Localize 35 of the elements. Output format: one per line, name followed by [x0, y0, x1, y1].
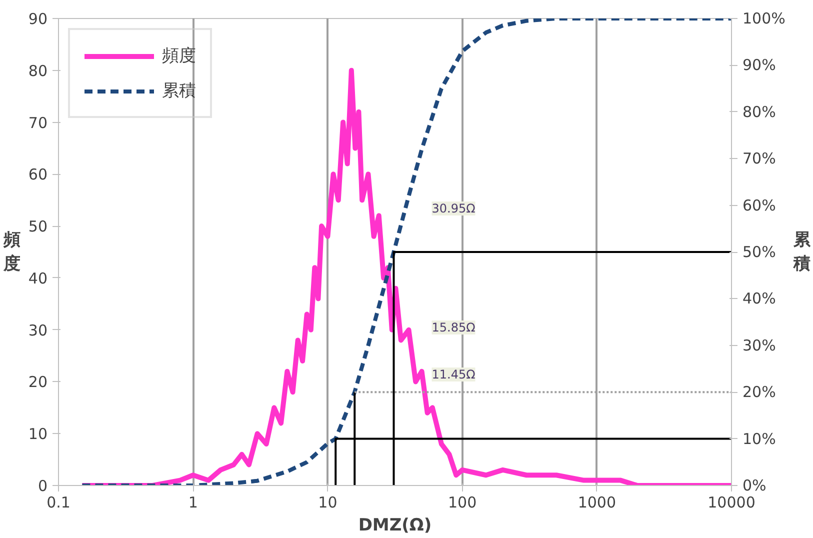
annotation: 11.45Ω [432, 368, 476, 382]
x-tick-label: 0.1 [46, 494, 70, 512]
y2-tick-label: 60% [742, 196, 776, 214]
y-axis-title: 頻度 [2, 230, 20, 274]
y-tick-label: 90 [28, 10, 48, 28]
x-tick-label: 1000 [578, 494, 616, 512]
legend-label: 頻度 [162, 45, 196, 67]
x-tick-label: 100 [448, 494, 477, 512]
y-tick-label: 0 [38, 477, 48, 495]
legend-label: 累積 [162, 80, 196, 102]
y-tick-label: 70 [28, 114, 48, 132]
y2-tick-label: 90% [742, 56, 776, 74]
y2-tick-label: 30% [742, 336, 776, 354]
y-tick-label: 20 [28, 373, 48, 392]
y2-tick-label: 70% [742, 150, 776, 168]
y2-tick-label: 0% [742, 476, 766, 494]
y-tick-label: 60 [28, 166, 48, 184]
y-tick-label: 10 [28, 425, 48, 444]
annotation: 15.85Ω [432, 320, 476, 334]
x-tick-label: 1 [188, 494, 198, 512]
y2-tick-label: 100% [742, 10, 786, 28]
y2-tick-label: 40% [742, 290, 776, 308]
x-tick-label: 10 [318, 494, 338, 512]
annotation: 30.95Ω [432, 202, 476, 216]
y2-tick-label: 80% [742, 102, 776, 121]
y2-tick-label: 20% [742, 383, 776, 402]
x-tick-label: 10000 [708, 494, 756, 512]
x-axis-title: DMZ(Ω) [358, 516, 432, 536]
y-tick-label: 80 [28, 62, 48, 80]
y2-axis-title: 累積 [792, 230, 812, 274]
y2-tick-label: 10% [742, 430, 776, 448]
y-tick-label: 40 [28, 269, 48, 288]
y-tick-label: 50 [28, 218, 48, 236]
y2-tick-label: 50% [742, 243, 776, 261]
y-tick-label: 30 [28, 321, 48, 340]
